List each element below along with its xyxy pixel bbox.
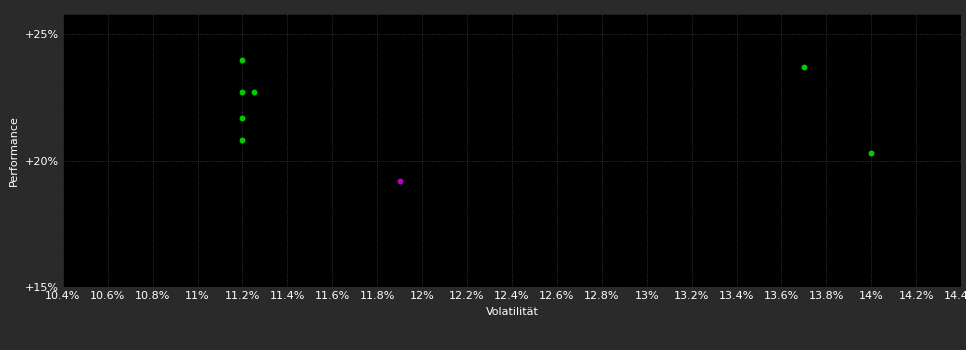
Point [235,138,250,143]
Point [246,90,262,95]
Point [392,178,408,184]
X-axis label: Volatilität: Volatilität [486,307,538,317]
Point [235,115,250,120]
Y-axis label: Performance: Performance [9,115,19,186]
Point [235,90,250,95]
Point [235,57,250,62]
Point [796,64,811,70]
Point [864,150,879,156]
